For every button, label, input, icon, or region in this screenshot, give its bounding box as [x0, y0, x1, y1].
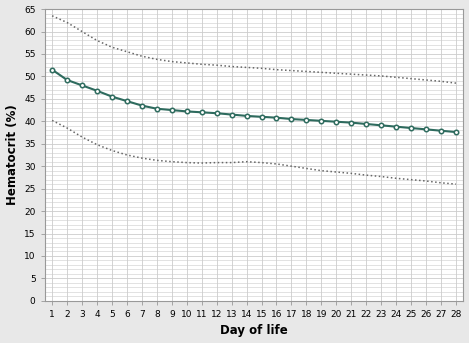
Y-axis label: Hematocrit (%): Hematocrit (%) — [6, 105, 19, 205]
X-axis label: Day of life: Day of life — [220, 324, 288, 338]
